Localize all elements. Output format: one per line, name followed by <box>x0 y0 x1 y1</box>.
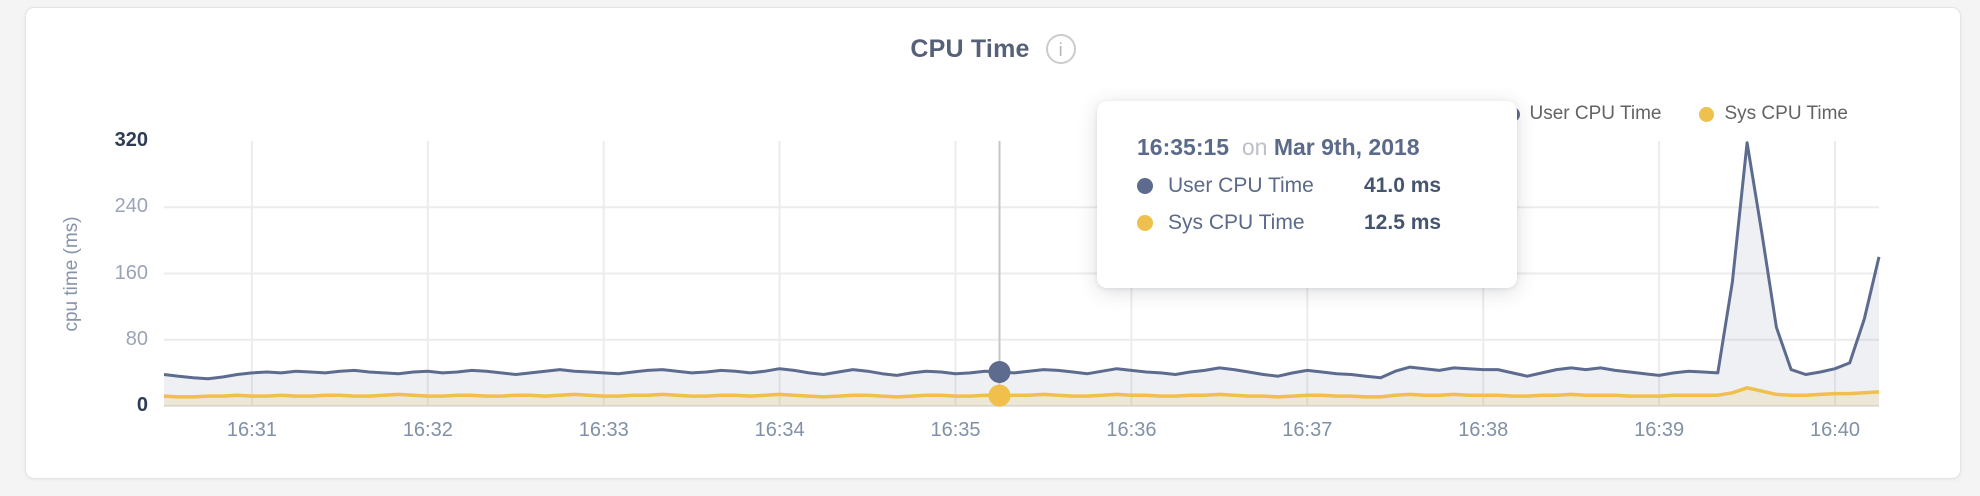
y-tick-label: 160 <box>114 261 148 284</box>
chart-tooltip: 16:35:15 on Mar 9th, 2018 User CPU Time … <box>1097 101 1517 288</box>
user-cpu-line <box>163 141 1881 381</box>
tooltip-header: 16:35:15 on Mar 9th, 2018 <box>1137 134 1517 161</box>
info-icon[interactable]: i <box>1045 34 1076 64</box>
x-tick-label: 16:36 <box>1106 419 1157 441</box>
chart-card: CPU Time i User CPU Time Sys CPU Time cp… <box>25 7 1961 479</box>
gridlines <box>164 141 1879 407</box>
tooltip-on-text: on <box>1241 134 1268 160</box>
hover-marker-sys-dot <box>988 384 1011 407</box>
y-tick-label: 80 <box>125 327 148 350</box>
tooltip-row-sys: Sys CPU Time 12.5 ms <box>1137 211 1517 235</box>
chart-header: CPU Time i <box>26 34 1960 64</box>
legend-label: User CPU Time <box>1529 103 1662 124</box>
x-tick-label: 16:31 <box>226 419 277 441</box>
x-tick-label: 16:32 <box>402 419 453 441</box>
tooltip-series-value: 41.0 ms <box>1364 174 1442 197</box>
sys-series-dot-icon <box>1699 106 1715 122</box>
cpu-time-chart-svg[interactable] <box>163 141 1881 407</box>
y-tick-label: 0 <box>136 394 148 416</box>
x-tick-label: 16:37 <box>1282 419 1333 441</box>
plot-area[interactable]: 16:31 16:32 16:33 16:34 16:35 16:36 16:37 16:38… <box>115 129 1881 441</box>
x-tick-label: 16:34 <box>754 419 805 441</box>
legend-item-user-cpu-time[interactable]: User CPU Time <box>1504 103 1662 125</box>
x-tick-label: 16:33 <box>578 419 629 441</box>
x-tick-label: 16:38 <box>1458 419 1509 441</box>
tooltip-row-user: User CPU Time 41.0 ms <box>1137 174 1517 198</box>
y-tick-label: 240 <box>114 195 148 218</box>
tooltip-series-label: Sys CPU Time <box>1168 211 1305 234</box>
sys-cpu-line <box>163 386 1880 399</box>
legend-item-sys-cpu-time[interactable]: Sys CPU Time <box>1699 103 1848 125</box>
legend-label: Sys CPU Time <box>1724 103 1848 124</box>
user-cpu-area <box>164 142 1879 406</box>
page-title: CPU Time <box>910 34 1030 63</box>
tooltip-date: Mar 9th, 2018 <box>1273 134 1420 160</box>
tooltip-series-value: 12.5 ms <box>1364 211 1442 234</box>
tooltip-series-label: User CPU Time <box>1168 174 1314 197</box>
chart-legend: User CPU Time Sys CPU Time <box>1504 103 1848 125</box>
x-tick-label: 16:35 <box>930 419 981 441</box>
user-series-dot-icon <box>1137 178 1153 194</box>
sys-series-dot-icon <box>1137 215 1153 231</box>
tooltip-time: 16:35:15 <box>1137 134 1230 160</box>
x-tick-label: 16:39 <box>1634 419 1685 441</box>
x-tick-label: 16:40 <box>1809 419 1861 441</box>
y-tick-label: 320 <box>114 129 148 151</box>
hover-marker-user-dot <box>988 361 1011 383</box>
